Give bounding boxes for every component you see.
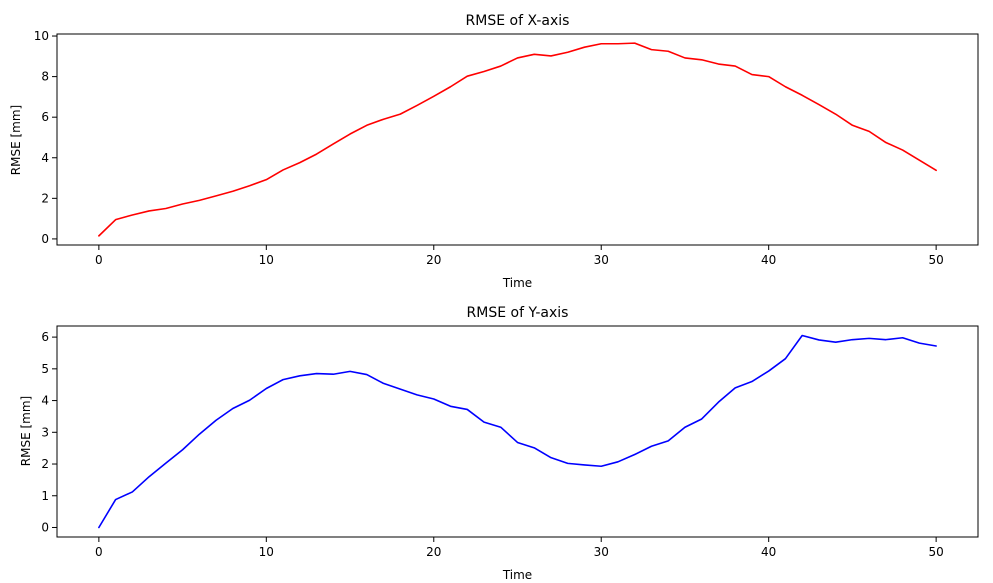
y-tick-label: 3 [41, 425, 49, 439]
x-tick-label: 50 [928, 545, 943, 559]
y-tick-label: 6 [41, 110, 49, 124]
chart-y-axis-rmse: RMSE of Y-axis Time RMSE [mm] 0 10 20 30 40 5… [19, 305, 979, 582]
y-axis-label: RMSE [mm] [9, 105, 23, 175]
x-tick-label: 30 [594, 253, 609, 267]
x-tick-label: 0 [95, 253, 103, 267]
x-tick-label: 20 [426, 545, 441, 559]
x-tick-label: 20 [426, 253, 441, 267]
y-tick-label: 4 [41, 394, 49, 408]
y-tick-label: 2 [41, 191, 49, 205]
y-tick-label: 0 [41, 520, 49, 534]
chart-x-axis-rmse: RMSE of X-axis Time RMSE [mm] 0 10 20 30 40 5… [9, 13, 979, 290]
x-axis-label: Time [502, 276, 532, 290]
x-tick-label: 40 [761, 253, 776, 267]
y-tick-label: 8 [41, 70, 49, 84]
y-tick-label: 1 [41, 489, 49, 503]
plot-frame [56, 33, 979, 246]
x-tick-label: 10 [259, 545, 274, 559]
y-tick-label: 10 [34, 29, 49, 43]
x-tick-label: 10 [259, 253, 274, 267]
x-axis-label: Time [502, 568, 532, 582]
x-tick-label: 50 [928, 253, 943, 267]
y-tick-label: 0 [41, 232, 49, 246]
y-tick-label: 4 [41, 151, 49, 165]
x-tick-label: 0 [95, 545, 103, 559]
x-tick-label: 30 [594, 545, 609, 559]
y-tick-label: 2 [41, 457, 49, 471]
y-axis-label: RMSE [mm] [19, 396, 33, 466]
series-line [98, 42, 937, 237]
y-tick-label: 5 [41, 362, 49, 376]
plot-frame [56, 325, 979, 538]
x-tick-label: 40 [761, 545, 776, 559]
chart-title: RMSE of X-axis [466, 13, 570, 29]
y-tick-label: 6 [41, 330, 49, 344]
chart-title: RMSE of Y-axis [467, 305, 569, 321]
series-line [98, 334, 937, 529]
